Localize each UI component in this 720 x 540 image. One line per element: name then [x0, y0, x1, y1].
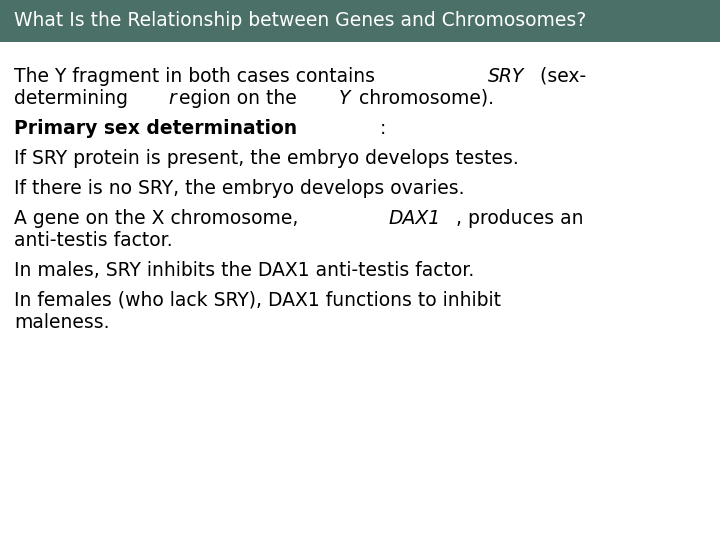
- Text: If SRY protein is present, the embryo develops testes.: If SRY protein is present, the embryo de…: [14, 148, 518, 167]
- Text: DAX1: DAX1: [389, 208, 441, 227]
- Text: SRY: SRY: [487, 66, 524, 86]
- Text: (sex-: (sex-: [534, 66, 587, 86]
- Text: What Is the Relationship between Genes and Chromosomes?: What Is the Relationship between Genes a…: [14, 11, 586, 30]
- Text: egion on the: egion on the: [179, 89, 302, 107]
- Text: In females (who lack SRY), DAX1 functions to inhibit: In females (who lack SRY), DAX1 function…: [14, 291, 501, 309]
- Text: chromosome).: chromosome).: [354, 89, 495, 107]
- Text: determining: determining: [14, 89, 134, 107]
- Text: r: r: [168, 89, 176, 107]
- Text: A gene on the X chromosome,: A gene on the X chromosome,: [14, 208, 305, 227]
- Text: , produces an: , produces an: [456, 208, 583, 227]
- Text: anti-testis factor.: anti-testis factor.: [14, 231, 173, 249]
- Text: In males, SRY inhibits the DAX1 anti-testis factor.: In males, SRY inhibits the DAX1 anti-tes…: [14, 261, 474, 280]
- Text: The Y fragment in both cases contains: The Y fragment in both cases contains: [14, 66, 381, 86]
- Text: If there is no SRY, the embryo develops ovaries.: If there is no SRY, the embryo develops …: [14, 179, 464, 198]
- Text: Primary sex determination: Primary sex determination: [14, 119, 297, 138]
- Text: Y: Y: [338, 89, 350, 107]
- Text: :: :: [379, 119, 386, 138]
- Text: maleness.: maleness.: [14, 313, 109, 332]
- Bar: [0, 0, 720, 42]
